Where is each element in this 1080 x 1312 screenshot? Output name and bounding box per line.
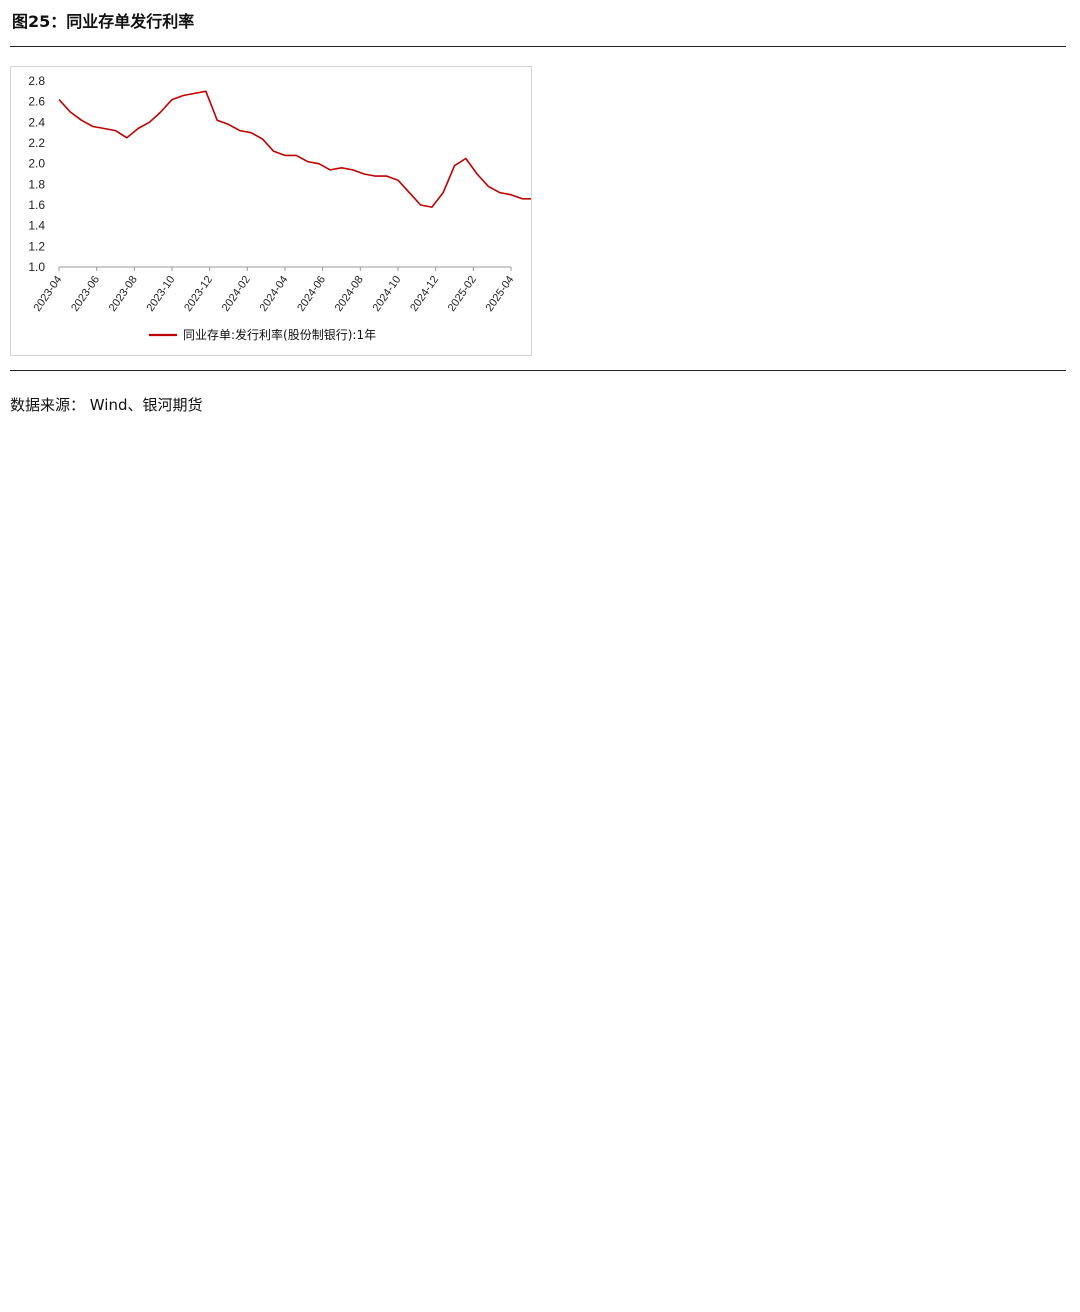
chart-container: 1.0 1.2 1.4 1.6 1.8 2.0 2.2 2.4 2.6 2.8 2023-04 20… bbox=[10, 66, 534, 356]
y-tick-label: 1.4 bbox=[28, 219, 45, 233]
figure-title: 图25：同业存单发行利率 bbox=[12, 12, 195, 31]
x-tick-label: 2023-12 bbox=[182, 274, 215, 314]
x-tick-label: 2023-10 bbox=[144, 274, 177, 314]
title-rule bbox=[10, 46, 1066, 47]
x-tick-label: 2023-06 bbox=[69, 274, 102, 314]
x-tick-label: 2025-04 bbox=[483, 274, 516, 314]
y-tick-label: 1.0 bbox=[28, 260, 45, 274]
x-tick-label: 2023-04 bbox=[31, 274, 64, 314]
chart-svg: 1.01.21.41.61.82.02.22.42.62.8 2023-04 20… bbox=[28, 74, 534, 342]
y-axis: 1.0 1.2 1.4 1.6 1.8 2.0 2.2 2.4 2.6 2.8 bbox=[28, 74, 45, 274]
x-tick-label: 2024-02 bbox=[220, 274, 253, 314]
y-tick-label: 2.4 bbox=[28, 115, 45, 129]
x-tick-label: 2023-08 bbox=[107, 274, 140, 314]
y-tick-label: 2.2 bbox=[28, 136, 45, 150]
legend-label: 同业存单:发行利率(股份制银行):1年 bbox=[183, 327, 376, 342]
y-tick-label: 2.0 bbox=[28, 157, 45, 171]
x-tick-label: 2024-10 bbox=[370, 274, 403, 314]
y-tick-label: 1.6 bbox=[28, 198, 45, 212]
legend: 同业存单:发行利率(股份制银行):1年 bbox=[149, 327, 376, 342]
x-tick-label: 2024-06 bbox=[295, 274, 328, 314]
series-lines bbox=[58, 90, 534, 208]
x-axis: 2023-04 2023-06 2023-08 2023-10 2023-12 2024-… bbox=[31, 266, 516, 314]
x-tick-label: 2025-02 bbox=[446, 274, 479, 314]
x-tick-label: 2024-08 bbox=[333, 274, 366, 314]
y-tick-label: 2.8 bbox=[28, 74, 45, 88]
y-tick-label: 2.6 bbox=[28, 95, 45, 109]
x-tick-label: 2024-12 bbox=[408, 274, 441, 314]
bottom-rule bbox=[10, 370, 1066, 371]
source-note: 数据来源： Wind、银河期货 bbox=[10, 396, 203, 414]
y-tick-label: 1.8 bbox=[28, 177, 45, 191]
series-line-0 bbox=[58, 90, 534, 208]
x-tick-label: 2024-04 bbox=[257, 274, 290, 314]
y-tick-label: 1.2 bbox=[28, 239, 45, 253]
